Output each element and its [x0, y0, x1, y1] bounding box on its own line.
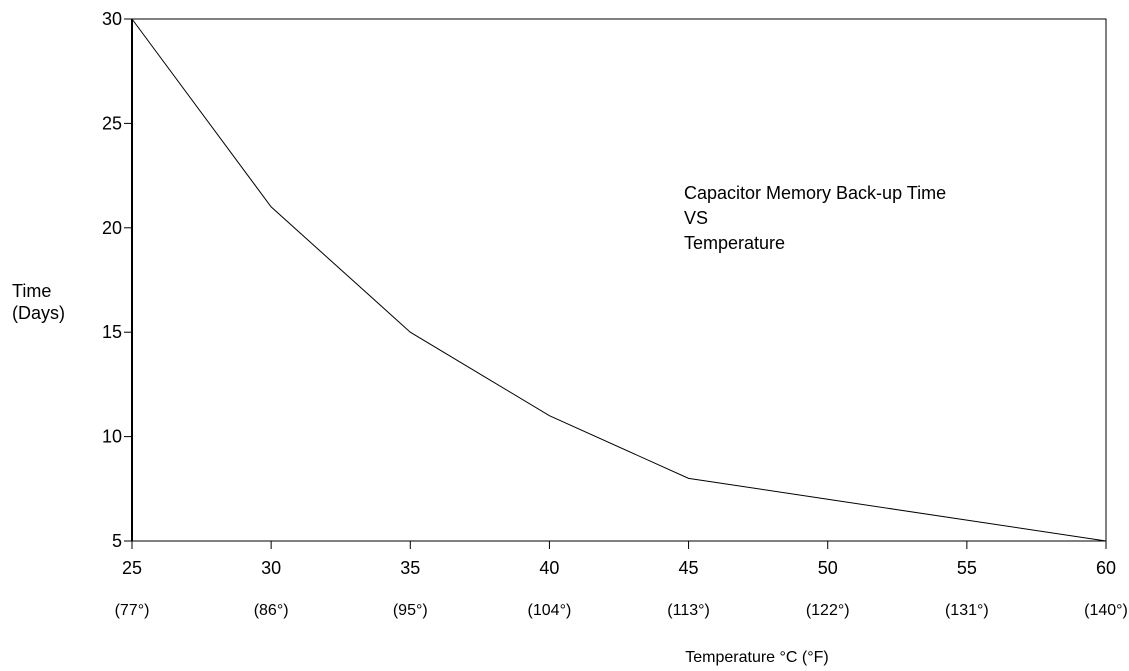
x-secondary-tick-label: (104°) — [528, 602, 572, 619]
x-secondary-tick-label: (77°) — [115, 602, 150, 619]
y-tick-label: 5 — [112, 531, 122, 551]
x-tick-label: 25 — [122, 558, 142, 578]
x-tick-label: 45 — [679, 558, 699, 578]
x-axis-title: Temperature °C (°F) — [685, 649, 829, 666]
y-tick-label: 20 — [102, 218, 122, 238]
x-secondary-tick-label: (122°) — [806, 602, 850, 619]
y-tick-label: 15 — [102, 322, 122, 342]
annotation-line: VS — [684, 208, 708, 228]
series-line — [131, 18, 1107, 542]
annotation-line: Capacitor Memory Back-up Time — [684, 183, 946, 203]
x-secondary-tick-label: (95°) — [393, 602, 428, 619]
x-tick-label: 50 — [818, 558, 838, 578]
annotation-line: Temperature — [684, 233, 785, 253]
series-group — [131, 18, 1107, 542]
y-tick-label: 25 — [102, 113, 122, 133]
x-axis: 25 (77°) 30 (86°) 35 (95°) 40 (104°) 45 (113°) 50 (… — [115, 541, 1128, 619]
y-tick-label: 10 — [102, 427, 122, 447]
plot-frame — [131, 18, 1107, 542]
y-axis-label: Time(Days) — [12, 281, 65, 323]
x-secondary-tick-label: (140°) — [1084, 602, 1128, 619]
x-secondary-tick-label: (113°) — [667, 602, 710, 619]
x-tick-label: 30 — [261, 558, 281, 578]
y-axis: 5 10 15 20 25 30 — [102, 9, 132, 551]
plot-frame-group — [131, 18, 1107, 542]
x-tick-label: 40 — [539, 558, 559, 578]
x-tick-label: 60 — [1096, 558, 1116, 578]
y-axis-label-line: Time — [12, 281, 51, 301]
x-secondary-tick-label: (131°) — [945, 602, 989, 619]
chart-annotation: Capacitor Memory Back-up Time VS Temperatu… — [684, 183, 946, 253]
x-axis-label: Temperature °C (°F) — [685, 649, 829, 666]
x-secondary-tick-label: (86°) — [254, 602, 289, 619]
x-tick-label: 55 — [957, 558, 977, 578]
y-tick-label: 30 — [102, 9, 122, 29]
x-tick-label: 35 — [400, 558, 420, 578]
y-axis-label-line: (Days) — [12, 303, 65, 323]
